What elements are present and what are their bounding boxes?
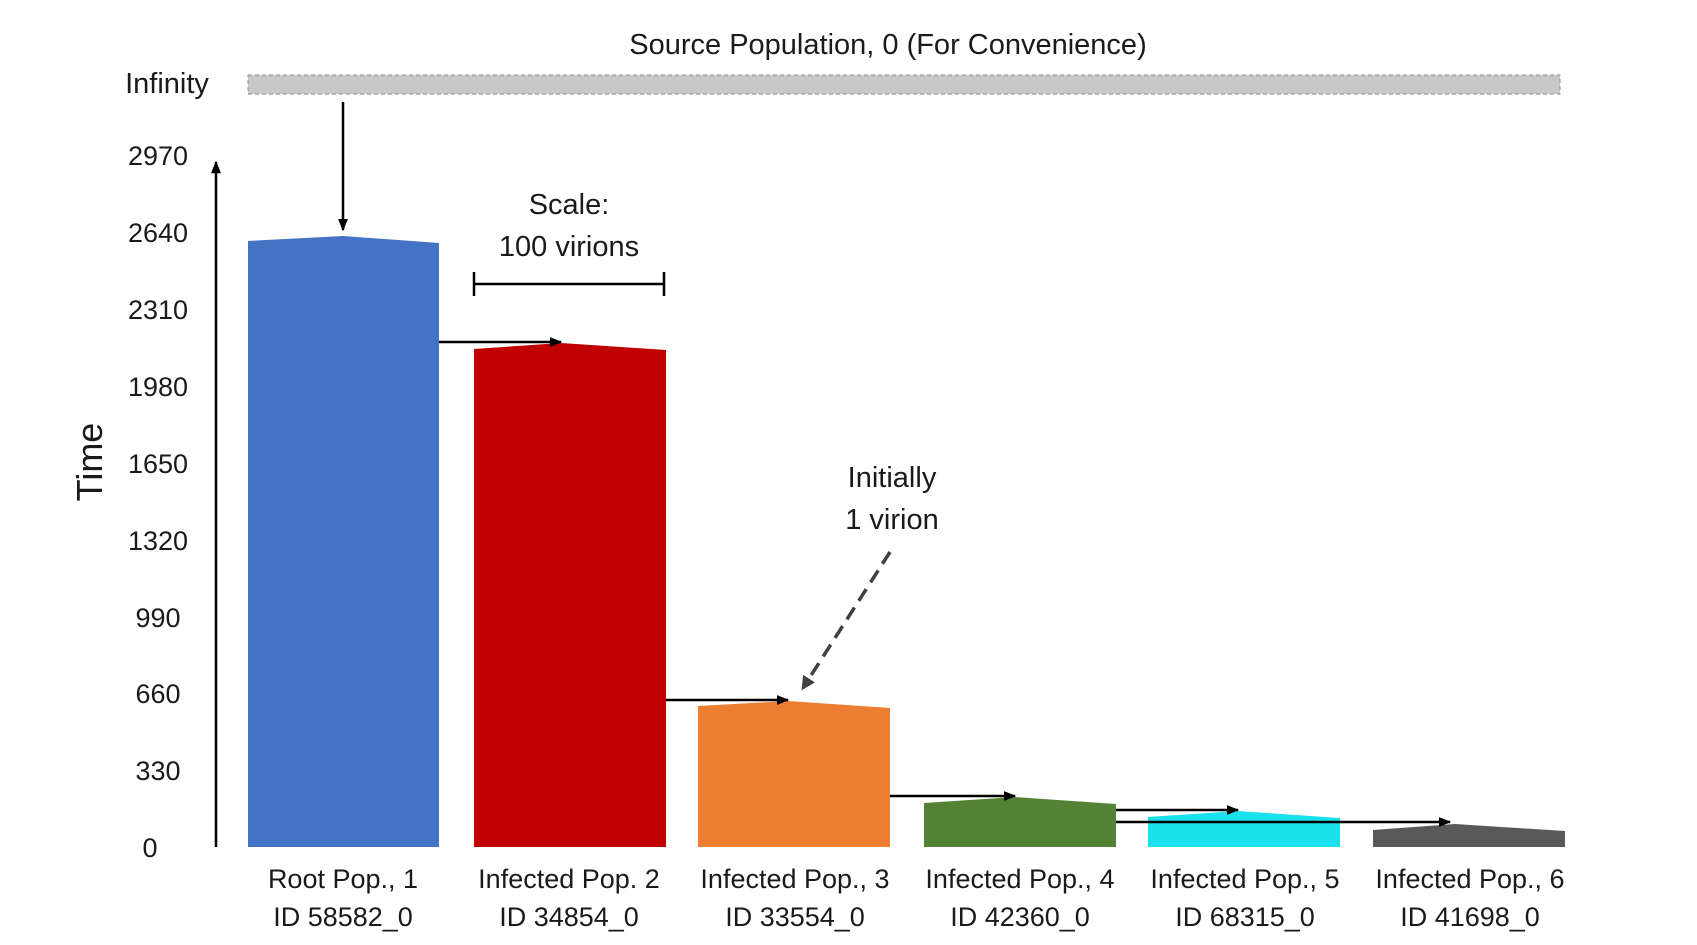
population-label-4-id: ID 42360_0 (950, 902, 1090, 932)
population-label-4-name: Infected Pop., 4 (925, 864, 1114, 894)
population-label-2-id: ID 34854_0 (499, 902, 639, 932)
y-tick-label: 0 (142, 833, 157, 863)
population-bar-5 (1148, 811, 1340, 847)
scale-label-line2: 100 virions (499, 231, 639, 263)
initial-virion-label-line1: Initially (848, 462, 937, 494)
y-tick-label: 330 (135, 756, 180, 786)
scale-label-line1: Scale: (529, 189, 610, 221)
y-tick-label: 2970 (128, 141, 188, 171)
population-label-6-name: Infected Pop., 6 (1375, 864, 1564, 894)
y-tick-label: 2310 (128, 295, 188, 325)
infinity-label: Infinity (125, 68, 209, 100)
population-bar-3 (698, 701, 890, 847)
population-label-1-name: Root Pop., 1 (268, 864, 418, 894)
population-bar-6 (1373, 824, 1565, 847)
population-label-3-id: ID 33554_0 (725, 902, 865, 932)
population-bar-1 (248, 236, 439, 847)
y-tick-label: 1320 (128, 526, 188, 556)
population-label-5-id: ID 68315_0 (1175, 902, 1315, 932)
y-tick-label: 2640 (128, 218, 188, 248)
y-tick-label: 1650 (128, 449, 188, 479)
source-population-bar (247, 74, 1561, 95)
population-bar-2 (474, 343, 666, 847)
population-label-3-name: Infected Pop., 3 (700, 864, 889, 894)
population-label-5-name: Infected Pop., 5 (1150, 864, 1339, 894)
population-label-1-id: ID 58582_0 (273, 902, 413, 932)
initial-virion-label-line2: 1 virion (845, 504, 939, 536)
population-label-6-id: ID 41698_0 (1400, 902, 1540, 932)
y-tick-label: 660 (135, 679, 180, 709)
y-tick-label: 990 (135, 603, 180, 633)
population-label-2-name: Infected Pop. 2 (478, 864, 660, 894)
initial-virion-dashed-arrow (801, 551, 892, 691)
y-axis-title: Time (69, 423, 110, 502)
source-population-label: Source Population, 0 (For Convenience) (629, 29, 1146, 61)
y-tick-label: 1980 (128, 372, 188, 402)
scale-bar (472, 272, 666, 296)
y-axis-ticks: 0 330 660 990 1320 1650 1980 2310 2640 2… (128, 141, 188, 863)
population-labels: Root Pop., 1 ID 58582_0 Infected Pop. 2 … (268, 864, 1565, 932)
population-bar-4 (924, 797, 1116, 847)
